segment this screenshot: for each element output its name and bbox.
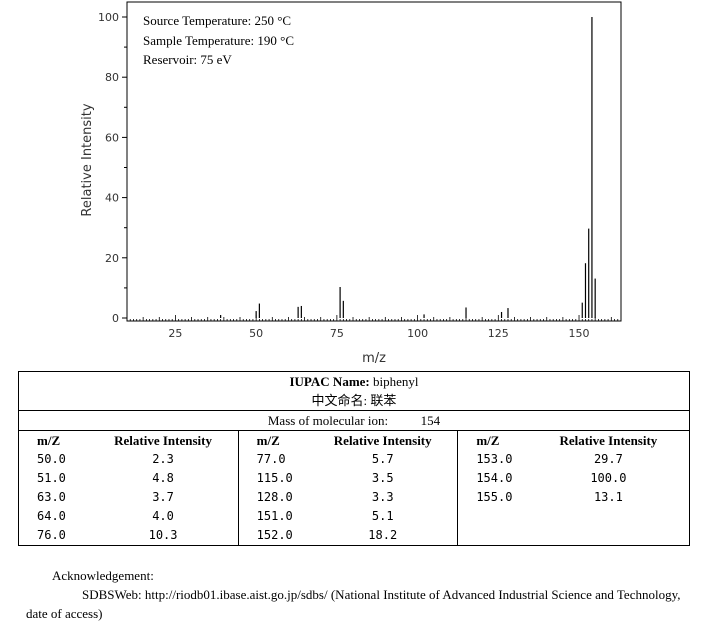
mz-cell: 152.0: [256, 528, 293, 542]
mz-cell: 153.0: [476, 452, 513, 466]
y-axis-label: Relative Intensity: [80, 103, 95, 216]
mz-cell: 128.0: [256, 490, 293, 504]
empty-cell: [458, 526, 528, 546]
x-axis-label: m/z: [362, 351, 386, 366]
mz-cell: 115.0: [256, 471, 293, 485]
mass-value: 154: [420, 413, 441, 428]
iupac-name-row: IUPAC Name: biphenyl 中文命名: 联苯: [18, 371, 690, 411]
ack-text: SDBSWeb: http://riodb01.ibase.aist.go.jp…: [26, 587, 681, 621]
ri-cell: 29.7: [593, 452, 623, 466]
mz-cell: 155.0: [476, 490, 513, 504]
x-tick-label: 50: [249, 327, 263, 340]
iupac-value: biphenyl: [373, 374, 419, 389]
y-tick-label: 40: [105, 192, 119, 205]
x-tick-label: 125: [488, 327, 509, 340]
y-tick-label: 80: [105, 71, 119, 84]
mz-cell: 51.0: [37, 471, 66, 485]
table-row: 63.0 3.7 128.0 3.3 155.0 13.1: [19, 488, 690, 507]
ri-cell: 18.2: [308, 526, 459, 546]
table-row: 76.0 10.3 152.0 18.2: [19, 526, 690, 546]
acknowledgement: Acknowledgement: SDBSWeb: http://riodb01…: [26, 566, 696, 623]
mz-cell: 154.0: [476, 471, 513, 485]
y-tick-label: 0: [112, 312, 119, 325]
mass-label: Mass of molecular ion:: [267, 413, 389, 428]
col-header-ri: Relative Intensity: [559, 433, 658, 448]
chinese-label: 中文命名:: [311, 393, 368, 408]
y-tick-label: 60: [105, 131, 119, 144]
col-header-ri: Relative Intensity: [308, 430, 459, 450]
peak-bars: [220, 17, 596, 318]
ri-cell: 4.0: [88, 507, 239, 526]
mz-cell: 63.0: [37, 490, 66, 504]
col-header-ri: Relative Intensity: [88, 430, 239, 450]
column-header-row: m/Z Relative Intensity m/Z Relative Inte…: [19, 430, 690, 450]
col-header-mz: m/Z: [37, 433, 61, 448]
ri-cell: 13.1: [593, 490, 623, 504]
empty-cell: [528, 507, 690, 526]
x-tick-label: 150: [569, 327, 590, 340]
peak-table: IUPAC Name: biphenyl 中文命名: 联苯 Mass of mo…: [18, 371, 690, 546]
ack-title: Acknowledgement:: [52, 568, 154, 583]
ri-cell: 5.1: [308, 507, 459, 526]
mz-cell: 76.0: [37, 528, 66, 542]
x-axis: 25 50 75 100 125 150: [129, 315, 619, 340]
table-row: 64.0 4.0 151.0 5.1: [19, 507, 690, 526]
x-tick-label: 100: [407, 327, 428, 340]
ri-cell: 2.3: [88, 450, 239, 469]
plot-border: [126, 1, 622, 322]
table-row: 51.0 4.8 115.0 3.5 154.0 100.0: [19, 469, 690, 488]
empty-cell: [458, 507, 528, 526]
col-header-mz: m/Z: [256, 433, 280, 448]
x-tick-label: 25: [168, 327, 182, 340]
x-tick-label: 75: [330, 327, 344, 340]
ri-cell: 10.3: [88, 526, 239, 546]
table-row: 50.0 2.3 77.0 5.7 153.0 29.7: [19, 450, 690, 469]
empty-cell: [528, 526, 690, 546]
ri-cell: 3.5: [308, 469, 459, 488]
ri-cell: 4.8: [88, 469, 239, 488]
mass-spectrum-chart: 0 20 40 60 80 100 25 50 75 100 125 150 Relative In…: [80, 1, 622, 366]
mz-cell: 50.0: [37, 452, 66, 466]
ri-cell: 3.3: [308, 488, 459, 507]
molecular-ion-row: Mass of molecular ion: 154: [18, 410, 690, 431]
mz-cell: 151.0: [256, 509, 293, 523]
chinese-value: 联苯: [370, 393, 397, 408]
condition-reservoir: Reservoir: 75 eV: [143, 52, 232, 67]
y-tick-label: 20: [105, 252, 119, 265]
iupac-label: IUPAC Name:: [289, 374, 370, 389]
y-axis: 0 20 40 60 80 100: [98, 11, 127, 325]
ri-cell: 100.0: [590, 471, 627, 485]
condition-source-temp: Source Temperature: 250 °C: [143, 13, 291, 28]
mz-cell: 77.0: [256, 452, 286, 466]
ri-cell: 3.7: [88, 488, 239, 507]
ri-cell: 5.7: [308, 450, 459, 469]
y-tick-label: 100: [98, 11, 119, 24]
condition-sample-temp: Sample Temperature: 190 °C: [143, 33, 294, 48]
mz-cell: 64.0: [37, 509, 66, 523]
col-header-mz: m/Z: [476, 433, 500, 448]
plot-frame: [126, 1, 622, 322]
